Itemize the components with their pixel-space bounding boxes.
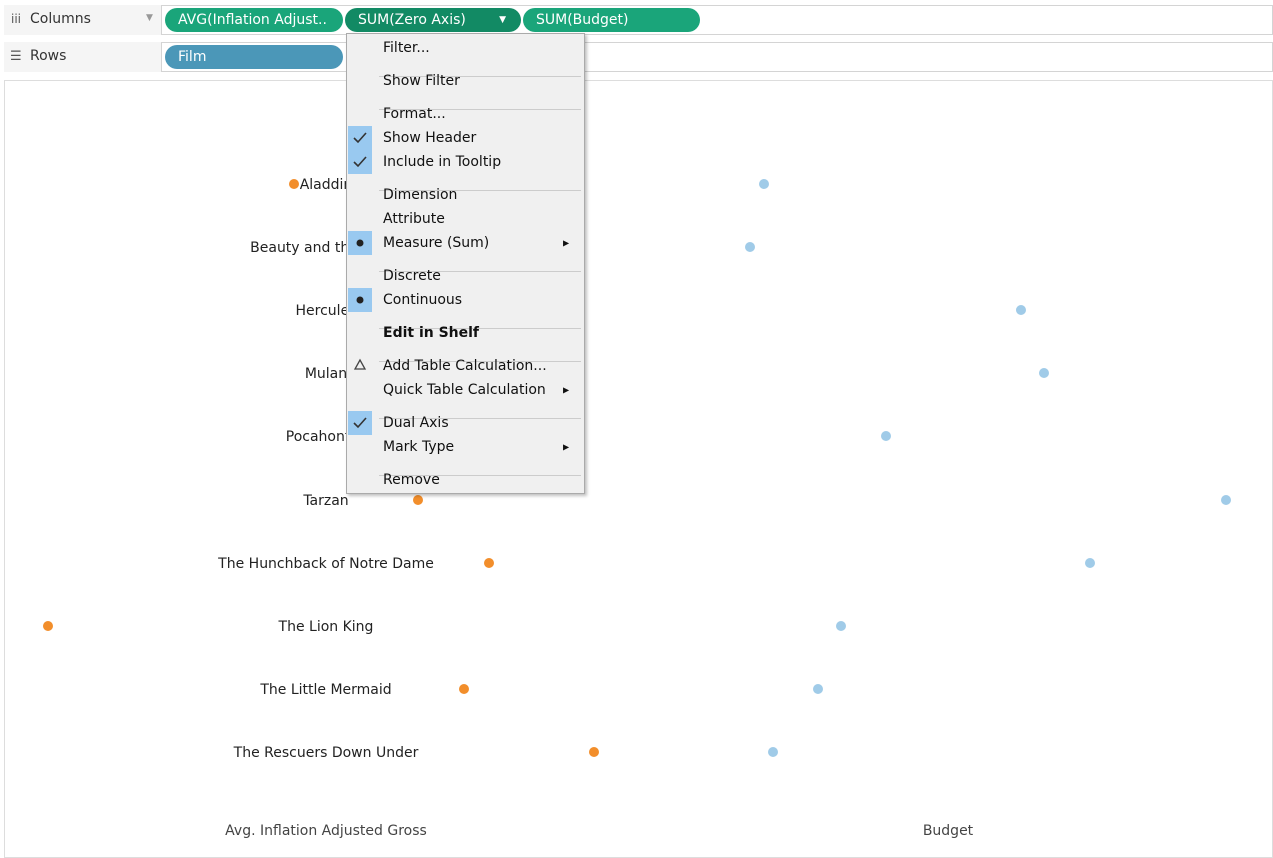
- gross-mark: [43, 621, 53, 631]
- budget-mark: [881, 431, 891, 441]
- budget-mark: [745, 242, 755, 252]
- budget-mark: [813, 684, 823, 694]
- budget-mark: [759, 179, 769, 189]
- menu-item[interactable]: Add Table Calculation...: [383, 358, 547, 374]
- film-label: The Little Mermaid: [260, 682, 392, 698]
- columns-icon: iii: [11, 12, 22, 26]
- menu-item[interactable]: Format...: [383, 106, 446, 122]
- film-label: The Hunchback of Notre Dame: [218, 556, 434, 572]
- menu-separator: [379, 190, 581, 191]
- menu-item[interactable]: Continuous: [383, 292, 463, 308]
- budget-mark: [1016, 305, 1026, 315]
- budget-mark: [1221, 495, 1231, 505]
- gross-mark: [589, 747, 599, 757]
- menu-item[interactable]: Measure (Sum): [383, 235, 490, 251]
- menu-separator: [379, 76, 581, 77]
- menu-separator: [379, 271, 581, 272]
- gross-mark: [289, 179, 299, 189]
- menu-icon: [348, 411, 372, 435]
- menu-separator: [379, 418, 581, 419]
- budget-mark: [768, 747, 778, 757]
- pill-label: SUM(Budget): [536, 12, 629, 28]
- menu-item[interactable]: Attribute: [383, 211, 445, 227]
- axis-title: Avg. Inflation Adjusted Gross: [225, 823, 427, 839]
- menu-item[interactable]: Quick Table Calculation: [383, 382, 546, 398]
- menu-item[interactable]: Discrete: [383, 268, 441, 284]
- menu-icon: [348, 126, 372, 150]
- menu-separator: [379, 361, 581, 362]
- menu-item[interactable]: Edit in Shelf: [383, 325, 480, 341]
- menu-icon: [348, 150, 372, 174]
- column-pill[interactable]: AVG(Inflation Adjust..: [165, 8, 343, 32]
- film-label: Hercules: [295, 303, 357, 319]
- budget-mark: [1039, 368, 1049, 378]
- gross-mark: [484, 558, 494, 568]
- gross-mark: [413, 495, 423, 505]
- submenu-arrow: ▶: [563, 385, 570, 395]
- menu-item[interactable]: Remove: [383, 472, 440, 488]
- film-label: The Rescuers Down Under: [233, 745, 419, 761]
- rows-icon: ☰: [10, 49, 22, 64]
- menu-icon: [348, 231, 372, 255]
- film-label: Tarzan: [303, 493, 349, 509]
- menu-separator: [379, 109, 581, 110]
- pill-label: AVG(Inflation Adjust..: [178, 12, 327, 28]
- submenu-arrow: ▶: [563, 442, 570, 452]
- column-pill[interactable]: SUM(Budget): [523, 8, 700, 32]
- menu-separator: [379, 475, 581, 476]
- film-label: Mulan: [304, 366, 348, 382]
- menu-item[interactable]: Dual Axis: [383, 415, 449, 431]
- menu-item[interactable]: Dimension: [383, 187, 458, 203]
- menu-item[interactable]: Filter...: [383, 40, 430, 56]
- menu-separator: [379, 328, 581, 329]
- context-menu: Filter... Show Filter Format... Show Header…: [346, 33, 585, 494]
- film-label: Aladdin: [299, 177, 353, 193]
- film-label: The Lion King: [278, 619, 374, 635]
- budget-mark: [836, 621, 846, 631]
- menu-item[interactable]: Show Filter: [383, 73, 460, 89]
- axis-title: Budget: [922, 823, 974, 839]
- pill-dropdown[interactable]: ▼: [499, 15, 506, 25]
- pill-label: SUM(Zero Axis): [358, 12, 466, 28]
- menu-item[interactable]: Include in Tooltip: [383, 154, 502, 170]
- submenu-arrow: ▶: [563, 238, 570, 248]
- shelf-dropdown[interactable]: ▼: [146, 13, 153, 23]
- rows-label: Rows: [4, 42, 162, 72]
- gross-mark: [459, 684, 469, 694]
- menu-item[interactable]: Mark Type: [383, 439, 455, 455]
- menu-icon: [348, 288, 372, 312]
- menu-item[interactable]: Show Header: [383, 130, 477, 146]
- budget-mark: [1085, 558, 1095, 568]
- row-pill[interactable]: Film: [165, 45, 343, 69]
- columns-label: Columns: [4, 5, 162, 35]
- column-pill[interactable]: SUM(Zero Axis) ▼: [345, 8, 521, 32]
- view: [4, 80, 1273, 858]
- menu-icon: [348, 354, 372, 378]
